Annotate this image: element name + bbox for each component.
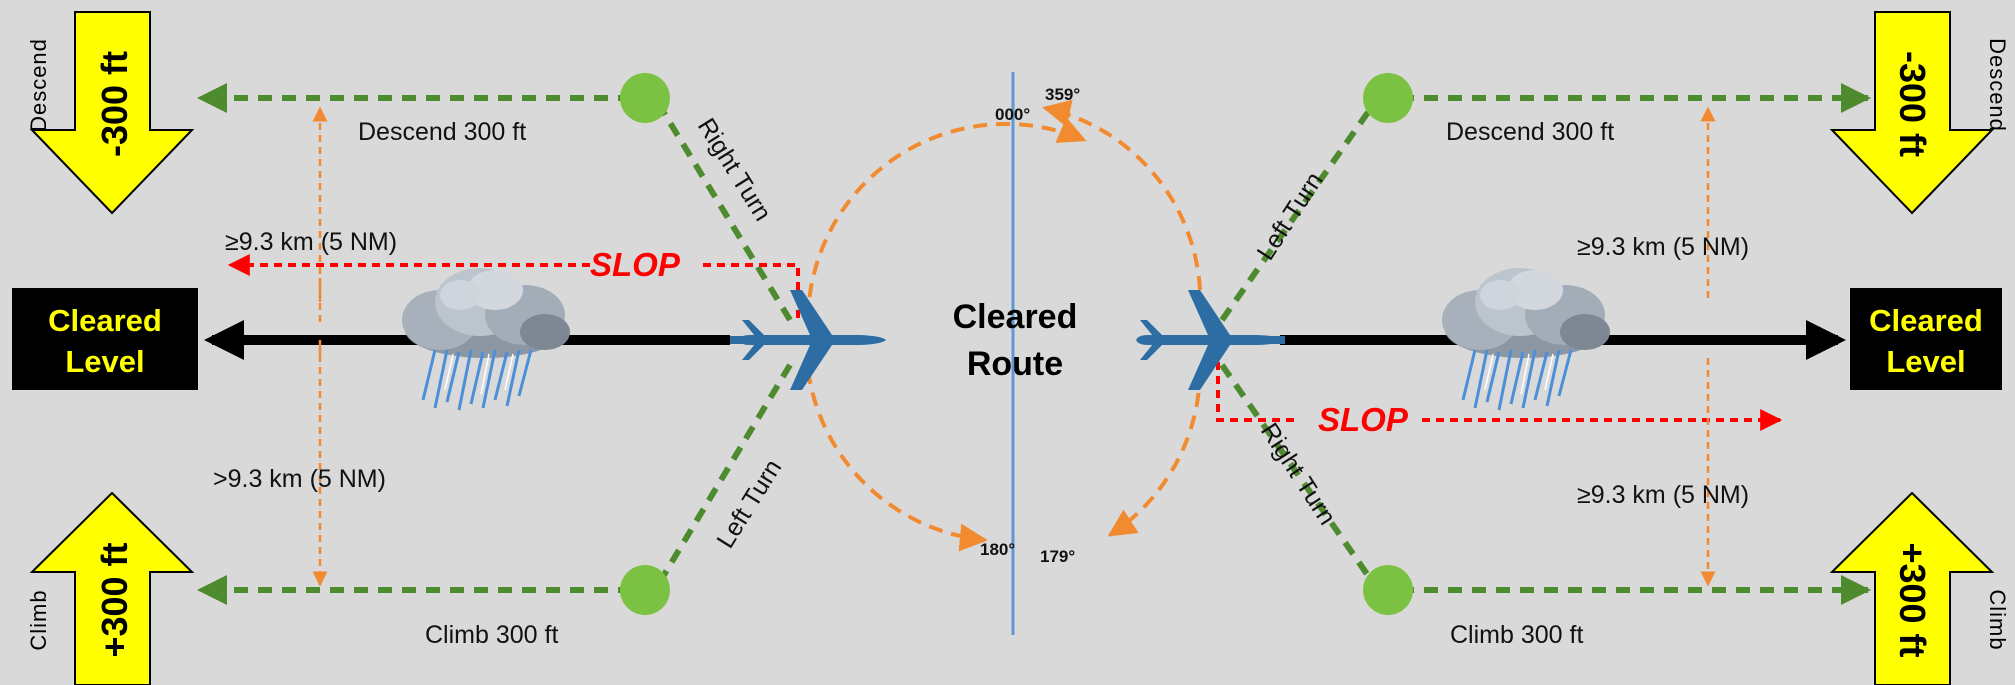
descend-alt-left: -300 ft: [94, 51, 135, 157]
descend-alt-right: -300 ft: [1892, 51, 1933, 157]
cleared-level-box-left: [12, 288, 198, 390]
upper-distance-right: ≥9.3 km (5 NM): [1577, 233, 1749, 261]
lower-distance-left: >9.3 km (5 NM): [213, 465, 386, 493]
right-turn-path-left: [652, 96, 793, 322]
descend-side-right: Descend: [1985, 38, 2010, 132]
waypoint-right-upper: [1363, 73, 1413, 123]
aircraft-right-icon: [1136, 290, 1284, 390]
climb-side-left: Climb: [26, 589, 51, 650]
heading-circle-arc: [1042, 99, 1202, 291]
cleared-level-left-line1: Cleared: [48, 303, 162, 338]
cleared-level-right-line1: Cleared: [1869, 303, 1983, 338]
cleared-route-line2: Route: [967, 345, 1063, 383]
heading-circle-arc: [806, 369, 988, 552]
slop-label-right: SLOP: [1318, 401, 1409, 438]
right-turn-label-left: Right Turn: [692, 113, 777, 226]
waypoint-left-upper: [620, 73, 670, 123]
climb-side-right: Climb: [1985, 589, 2010, 650]
slop-path-right: [1216, 362, 1300, 422]
climb-arrow-right-icon: [1829, 491, 1995, 685]
climb-arrow-left-icon: [29, 491, 195, 685]
heading-179: 179°: [1040, 547, 1075, 566]
cleared-route-line1: Cleared: [953, 298, 1078, 336]
climb-label-left: Climb 300 ft: [425, 621, 558, 649]
cleared-level-right-line2: Level: [1886, 344, 1965, 379]
heading-000: 000°: [995, 105, 1030, 124]
upper-distance-left: ≥9.3 km (5 NM): [225, 228, 397, 256]
descend-arrow-right-icon: [1829, 11, 1995, 215]
descend-side-left: Descend: [26, 38, 51, 132]
heading-359: 359°: [1045, 85, 1080, 104]
descend-arrow-left-icon: [29, 11, 195, 215]
climb-alt-right: +300 ft: [1892, 542, 1933, 657]
lower-distance-right: ≥9.3 km (5 NM): [1577, 481, 1749, 509]
descend-label-left: Descend 300 ft: [358, 118, 526, 146]
heading-180: 180°: [980, 540, 1015, 559]
cleared-level-left-line2: Level: [65, 344, 144, 379]
slop-label-left: SLOP: [590, 246, 681, 283]
waypoint-left-lower: [620, 565, 670, 615]
cleared-level-box-right: [1850, 288, 2002, 390]
waypoint-right-lower: [1363, 565, 1413, 615]
aircraft-left-icon: [738, 290, 886, 390]
left-turn-path-left: [652, 363, 793, 592]
storm-cloud-left-icon: [400, 266, 572, 412]
right-turn-path-right: [1219, 363, 1381, 592]
climb-alt-left: +300 ft: [94, 542, 135, 657]
left-turn-label-right: Left Turn: [1252, 167, 1329, 265]
left-turn-label-left: Left Turn: [711, 455, 787, 554]
storm-cloud-right-icon: [1440, 266, 1612, 412]
left-turn-path-right: [1219, 96, 1381, 322]
heading-circle-arc: [1107, 369, 1202, 537]
heading-circle-arc: [806, 117, 1087, 321]
climb-label-right: Climb 300 ft: [1450, 621, 1583, 649]
descend-label-right: Descend 300 ft: [1446, 118, 1614, 146]
